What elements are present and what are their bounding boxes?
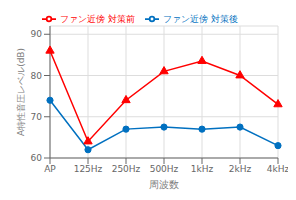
html-text:ファン近傍 対策後: ファン近傍 対策後 [163, 13, 238, 24]
svg-text:90: 90 [31, 29, 43, 39]
svg-text:2kHz: 2kHz [229, 164, 252, 174]
svg-text:60: 60 [31, 153, 43, 163]
svg-text:500Hz: 500Hz [150, 164, 179, 174]
svg-text:周波数: 周波数 [149, 179, 179, 190]
svg-text:4kHz: 4kHz [267, 164, 288, 174]
svg-text:80: 80 [31, 71, 43, 81]
svg-text:70: 70 [31, 112, 43, 122]
html-text:ファン近傍 対策前: ファン近傍 対策前 [60, 13, 135, 24]
svg-text:250Hz: 250Hz [112, 164, 141, 174]
svg-text:AP: AP [44, 164, 56, 174]
svg-text:125Hz: 125Hz [74, 164, 103, 174]
svg-text:1kHz: 1kHz [191, 164, 214, 174]
svg-text:A特性音圧レベル(dB): A特性音圧レベル(dB) [16, 48, 26, 136]
